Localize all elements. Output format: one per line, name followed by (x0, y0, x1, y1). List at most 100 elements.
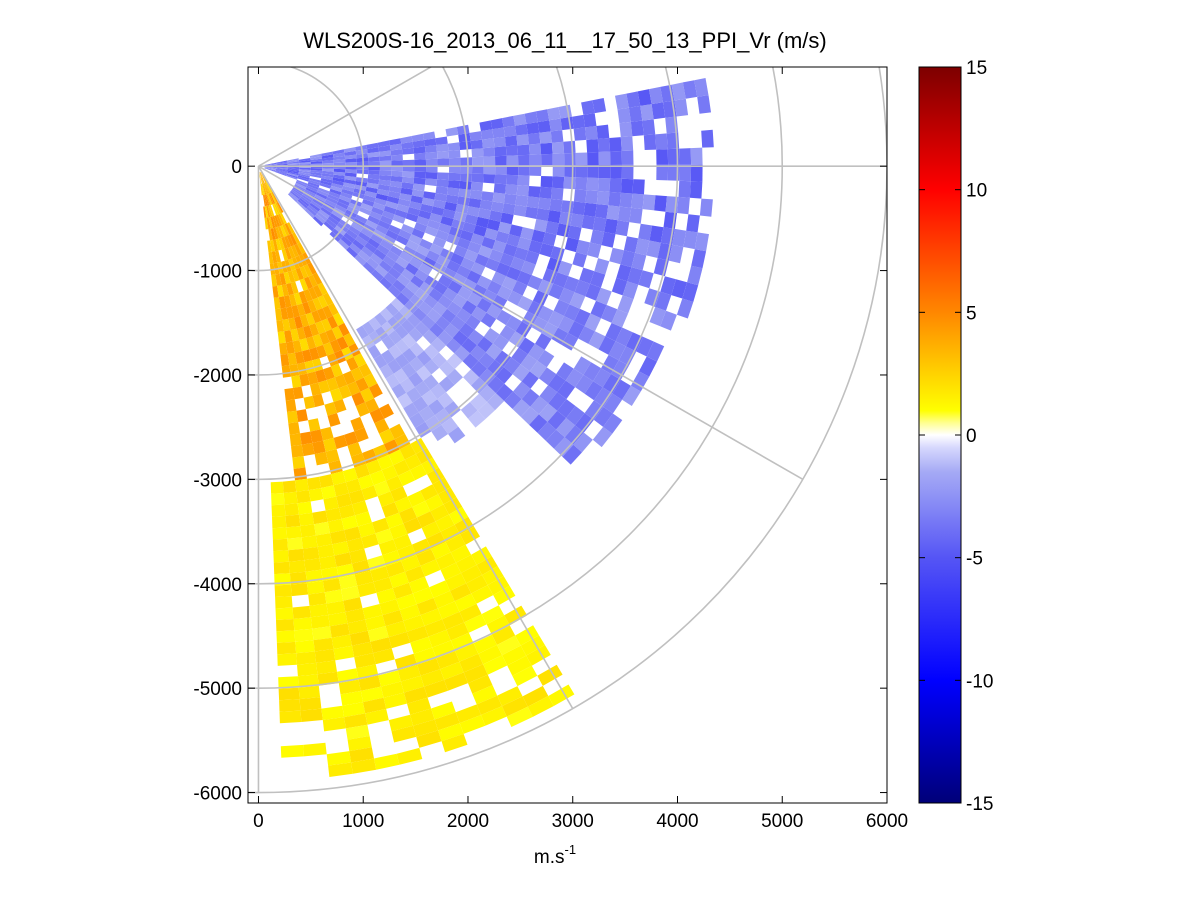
velocity-cell (292, 340, 302, 353)
velocity-cell (416, 730, 442, 748)
velocity-cell (462, 353, 479, 370)
velocity-cell (401, 286, 415, 300)
velocity-cell (322, 578, 341, 593)
velocity-cell (326, 377, 339, 392)
velocity-cell (677, 196, 690, 215)
velocity-cell (617, 107, 631, 124)
velocity-cell (520, 227, 535, 241)
velocity-cell (276, 641, 297, 655)
velocity-cell (492, 240, 507, 253)
velocity-cell (615, 93, 629, 110)
velocity-cell (409, 464, 427, 481)
velocity-cell (279, 212, 287, 225)
velocity-cell (426, 308, 442, 323)
velocity-cell (338, 322, 350, 337)
velocity-cell (460, 173, 472, 182)
velocity-cell (354, 653, 376, 669)
velocity-cell (545, 221, 559, 235)
velocity-cell (425, 415, 442, 432)
velocity-cell (281, 365, 292, 378)
velocity-cell (374, 418, 390, 434)
velocity-cell (632, 179, 645, 195)
velocity-cell (444, 323, 460, 339)
velocity-cell (376, 588, 397, 604)
velocity-cell (506, 706, 533, 727)
velocity-cell (344, 526, 362, 542)
velocity-cell (272, 515, 287, 529)
velocity-cell (539, 385, 558, 404)
velocity-cell (660, 276, 676, 296)
velocity-cell (329, 188, 342, 196)
velocity-cell (592, 98, 607, 114)
velocity-cell (276, 162, 288, 165)
velocity-cell (586, 177, 599, 191)
velocity-cell (360, 202, 373, 212)
velocity-cell (277, 226, 284, 238)
velocity-cell (535, 333, 552, 350)
velocity-cell (275, 171, 287, 176)
x-tick-label: 0 (253, 811, 264, 832)
velocity-cell (295, 181, 308, 188)
velocity-cell (617, 295, 634, 314)
velocity-cell (312, 440, 326, 455)
velocity-cell (583, 202, 597, 217)
x-tick-label: 1000 (342, 811, 384, 832)
velocity-cell (333, 312, 345, 327)
velocity-cell (310, 158, 323, 162)
velocity-cell (346, 246, 358, 258)
velocity-cell (371, 269, 384, 282)
velocity-cell (440, 562, 462, 581)
velocity-cell (653, 258, 669, 277)
velocity-cell (259, 172, 262, 184)
velocity-cell (276, 168, 288, 171)
velocity-cell (420, 203, 433, 213)
velocity-cell (414, 165, 427, 172)
velocity-cell (438, 376, 455, 393)
velocity-cell (308, 274, 318, 288)
velocity-cell (430, 383, 447, 400)
velocity-cell (404, 299, 419, 314)
velocity-cell (594, 258, 610, 275)
velocity-cell (584, 381, 603, 401)
velocity-cell (355, 511, 372, 527)
velocity-cell (333, 399, 347, 413)
velocity-cell (423, 294, 438, 309)
velocity-cell (400, 136, 413, 144)
velocity-cell (348, 343, 361, 357)
velocity-cell (398, 229, 412, 240)
velocity-cell (270, 240, 276, 252)
velocity-cell (290, 583, 309, 597)
velocity-cell (409, 257, 423, 270)
velocity-cell (317, 544, 335, 559)
velocity-cell (263, 182, 269, 194)
velocity-cell (310, 156, 322, 160)
velocity-cell (366, 142, 379, 149)
velocity-cell (515, 321, 532, 338)
velocity-cell (343, 147, 356, 153)
velocity-cell (471, 173, 484, 183)
velocity-cell (336, 201, 349, 210)
velocity-cell (271, 493, 285, 506)
velocity-cell (259, 172, 264, 184)
velocity-cell (263, 194, 267, 207)
velocity-cell (287, 158, 299, 162)
velocity-cell (290, 328, 300, 342)
velocity-cell (372, 202, 386, 211)
velocity-cell (280, 307, 289, 320)
velocity-cell (306, 336, 317, 350)
velocity-cell (585, 126, 598, 140)
velocity-cell (402, 147, 415, 155)
velocity-cell (264, 217, 269, 230)
velocity-cell (266, 217, 271, 230)
velocity-cell (470, 345, 486, 361)
velocity-cell (441, 733, 468, 753)
velocity-cell (298, 158, 311, 162)
velocity-cell (642, 119, 656, 136)
velocity-cell (391, 170, 403, 177)
velocity-cell (668, 244, 684, 264)
velocity-cell (408, 327, 423, 343)
velocity-cell (296, 200, 307, 211)
velocity-cell (283, 271, 291, 285)
velocity-cells (259, 78, 714, 777)
